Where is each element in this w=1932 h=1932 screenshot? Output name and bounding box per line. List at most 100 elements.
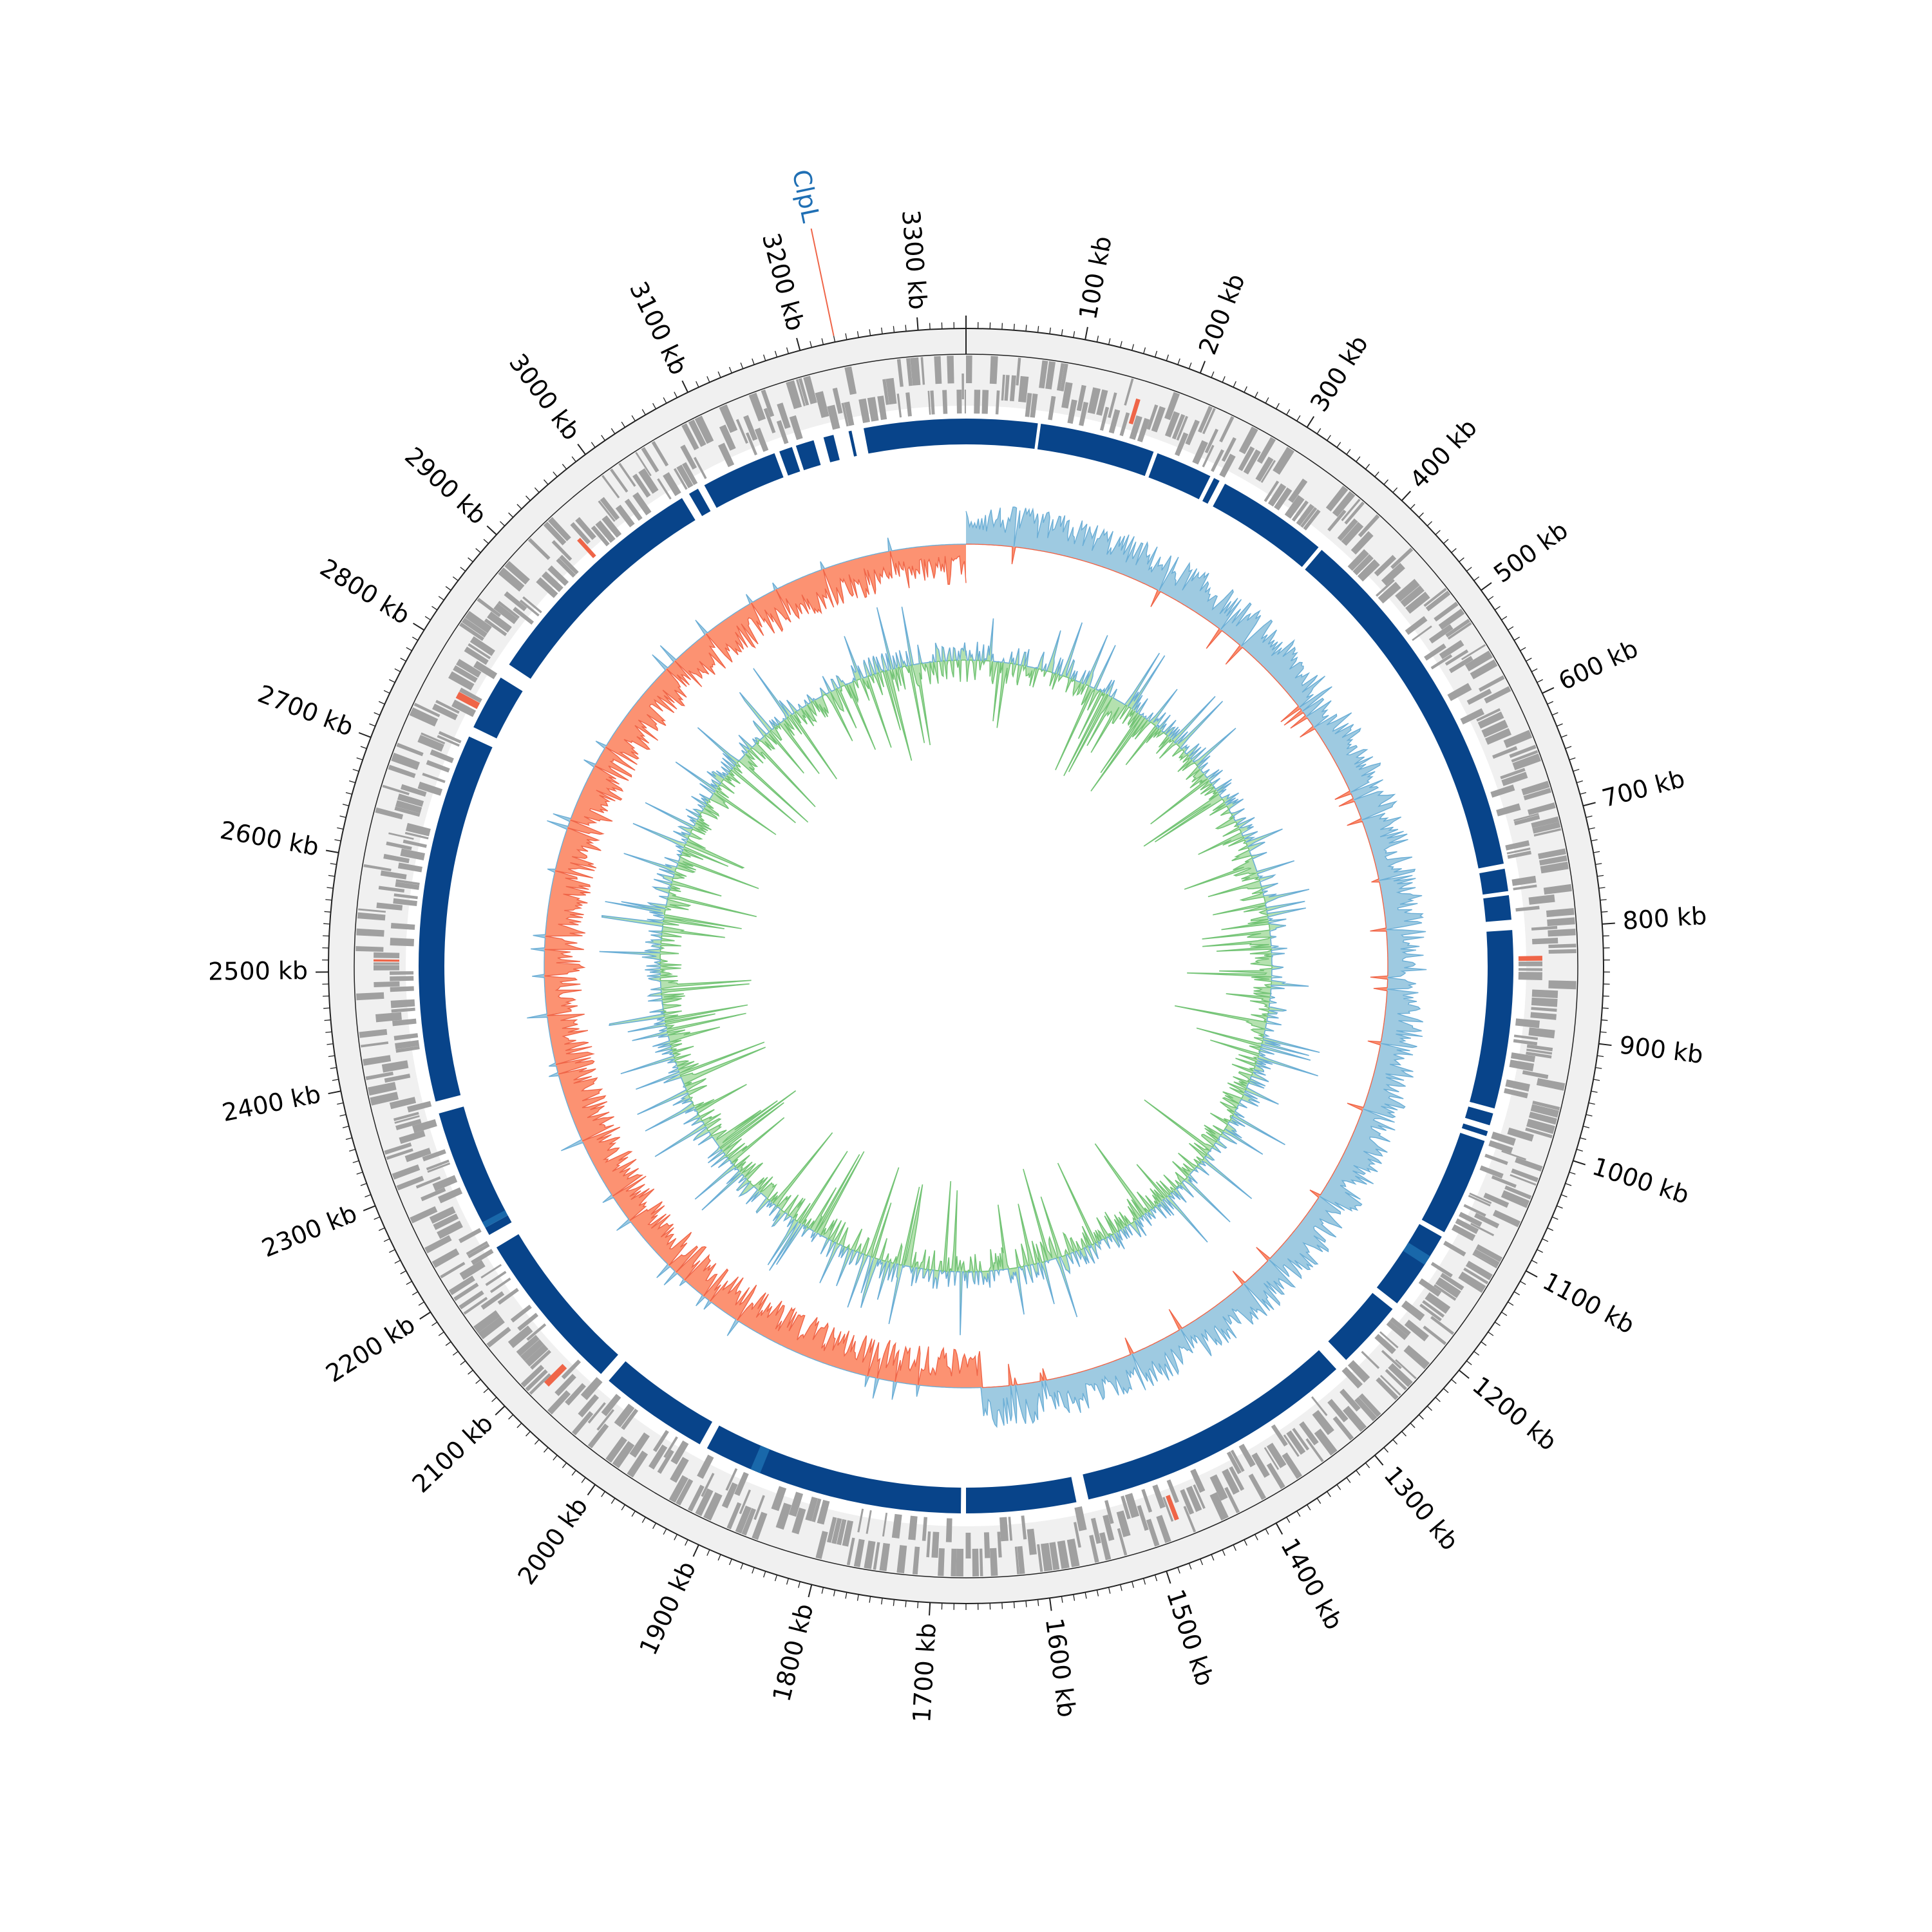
ruler-minor-tick [452,576,459,582]
cds-feature [556,558,576,578]
cds-feature [1515,1157,1543,1172]
cds-feature [374,981,400,988]
cds-feature [486,1327,511,1348]
cds-feature [693,457,707,479]
cds-feature [910,357,921,386]
tick-label-1600: 1600 kb [1040,1616,1081,1719]
ruler-minor-tick [1061,329,1063,336]
cds-feature [395,1046,420,1053]
cds-feature [1099,406,1110,431]
cds-feature [1288,478,1308,503]
ruler-minor-tick [438,596,444,601]
ruler-minor-tick [534,1439,540,1445]
cds-feature [1481,719,1508,738]
cds-feature [355,946,384,952]
ruler-minor-tick [774,1575,778,1582]
cds-feature [1204,428,1218,453]
cds-feature [972,1548,980,1577]
cds-feature [995,390,1000,415]
ruler-minor-tick [1120,1584,1122,1591]
synteny-block [1461,1123,1488,1137]
cds-feature [1531,816,1560,829]
cds-feature [694,415,714,444]
cds-feature [404,1148,431,1162]
cds-feature [1492,1209,1521,1227]
cds-feature [1146,404,1159,430]
cds-feature [598,500,616,522]
cds-feature [467,1243,490,1258]
tick-label-1000: 1000 kb [1589,1152,1692,1209]
cds-feature [687,1484,705,1512]
ruler-minor-tick [374,1216,381,1220]
ruler-minor-tick [1595,863,1602,866]
cds-feature [1116,1510,1131,1537]
ruler-minor-tick [342,1126,349,1128]
synteny-block [704,453,784,508]
ruler-minor-tick [1531,1260,1538,1264]
synteny-block [795,440,821,471]
cds-feature [1074,1506,1087,1531]
tick-label-3200: 3200 kb [757,230,810,334]
cds-feature [1530,1104,1559,1118]
ruler-major-tick [1275,1522,1283,1535]
cds-feature [1001,374,1005,401]
cds-feature [1506,848,1531,855]
tick-label-2300: 2300 kb [258,1199,361,1263]
cds-feature [652,1430,669,1452]
gc-skew-positive-line [527,506,1427,1428]
cds-feature [1352,554,1374,576]
ruler-minor-tick [374,712,381,716]
cds-feature [510,1304,532,1323]
cds-feature [1166,1479,1179,1503]
cds-feature [394,1115,420,1124]
cds-feature [453,1282,479,1302]
cds-feature [601,475,620,498]
synteny-block [1479,868,1508,895]
cds-feature [1490,784,1515,798]
cds-feature [1488,1140,1513,1154]
cds-feature [701,1472,715,1497]
cds-feature [1271,1424,1288,1447]
cds-feature [966,355,972,384]
cds-feature [879,1542,891,1571]
ruler-minor-tick [1573,768,1580,772]
cds-feature [1430,1262,1453,1278]
cds-feature [1209,1474,1228,1501]
cds-feature [1073,1522,1081,1548]
cds-feature [981,390,989,414]
cds-feature [827,404,840,430]
ruler-minor-tick [330,1066,337,1069]
cds-feature [407,1101,432,1113]
cds-feature [497,1287,519,1305]
cds-feature [1066,1539,1080,1567]
cds-feature [867,397,879,422]
cds-feature [1108,409,1121,434]
tick-label-1800: 1800 kb [767,1601,819,1705]
cds-feature [543,522,567,545]
cds-feature [956,1548,964,1577]
cds-feature [1530,1012,1557,1020]
cds-feature [1060,363,1068,392]
synteny-block [966,1477,1077,1513]
cds-feature [934,355,942,384]
synteny-block [1328,1293,1393,1360]
cds-feature [376,902,403,911]
ruler-minor-tick [1435,1397,1441,1403]
ruler-minor-tick [1588,827,1595,830]
cds-feature [430,749,454,763]
cds-feature [938,1548,945,1577]
cds-feature [417,734,444,752]
ruler-minor-tick [641,1517,646,1523]
cds-feature [844,401,855,426]
cds-feature [400,784,427,797]
ruler-minor-tick [1560,734,1567,738]
cds-feature [1266,1443,1287,1468]
cds-feature [1255,457,1274,482]
cds-feature [517,1312,538,1331]
ruler-minor-tick [378,701,385,705]
cds-feature [459,1260,486,1280]
cds-feature [409,707,439,727]
ruler-minor-tick [406,647,412,651]
ruler-minor-tick [360,1183,367,1186]
ruler-minor-tick [1418,1414,1424,1420]
